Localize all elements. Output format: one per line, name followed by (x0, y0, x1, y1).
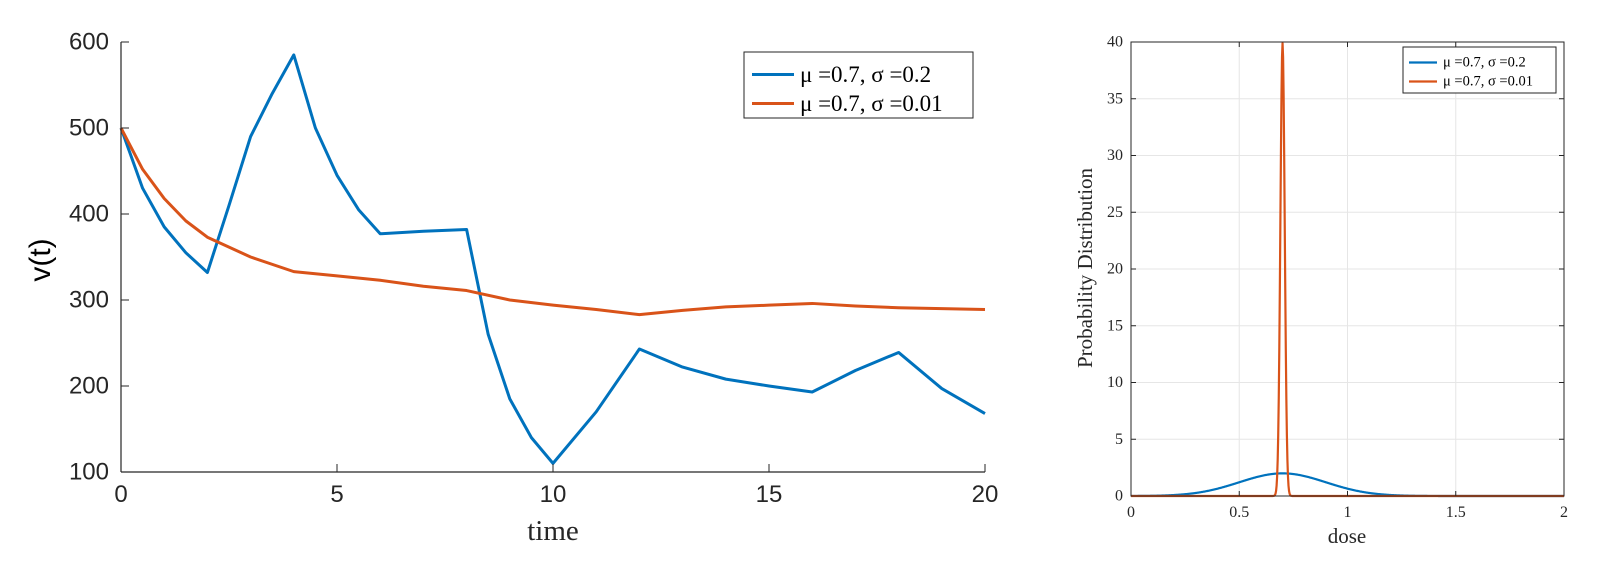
x-tick-label: 1.5 (1446, 504, 1466, 521)
y-tick-label: 35 (1107, 90, 1123, 107)
x-tick-label: 0 (114, 481, 127, 508)
right-x-axis-label: dose (1328, 524, 1367, 548)
x-tick-label: 1 (1344, 504, 1352, 521)
y-tick-label: 0 (1115, 488, 1123, 505)
y-tick-label: 300 (69, 287, 109, 314)
y-tick-label: 15 (1107, 317, 1123, 334)
y-tick-label: 10 (1107, 374, 1123, 391)
right-grid (1130, 41, 1565, 497)
left-x-axis-label: time (527, 515, 579, 547)
y-tick-label: 600 (69, 29, 109, 56)
y-tick-label: 40 (1107, 34, 1123, 51)
x-tick-label: 20 (972, 481, 999, 508)
legend-box (743, 51, 974, 119)
right-y-axis-label: Probability Distribution (1073, 167, 1097, 368)
x-tick-label: 2 (1560, 504, 1568, 521)
legend-label-1: μ =0.7, σ =0.2 (800, 62, 931, 87)
series-line-1 (119, 53, 986, 465)
left-legend: μ =0.7, σ =0.2 μ =0.7, σ =0.01 (743, 51, 974, 119)
left-series-group (119, 53, 986, 465)
legend-label-1: μ =0.7, σ =0.2 (1443, 55, 1526, 71)
x-tick-label: 0 (1127, 504, 1135, 521)
right-legend: μ =0.7, σ =0.2 μ =0.7, σ =0.01 (1402, 46, 1557, 94)
series-line-2 (119, 127, 986, 317)
left-line-chart: 0 5 10 15 20 100 200 300 400 500 600 time v(t) μ =… (24, 29, 998, 548)
y-tick-label: 5 (1115, 431, 1123, 448)
left-y-axis-label: v(t) (24, 238, 57, 281)
y-tick-label: 20 (1107, 261, 1123, 278)
x-tick-label: 10 (540, 481, 567, 508)
y-tick-label: 200 (69, 373, 109, 400)
legend-label-2: μ =0.7, σ =0.01 (800, 91, 943, 116)
y-tick-label: 25 (1107, 204, 1123, 221)
y-tick-label: 400 (69, 201, 109, 228)
left-tick-labels: 0 5 10 15 20 100 200 300 400 500 600 (69, 29, 998, 509)
x-tick-label: 0.5 (1229, 504, 1249, 521)
y-tick-label: 100 (69, 459, 109, 486)
legend-label-2: μ =0.7, σ =0.01 (1443, 74, 1533, 90)
x-tick-label: 5 (330, 481, 343, 508)
x-tick-label: 15 (756, 481, 783, 508)
legend-box (1402, 46, 1557, 94)
y-tick-label: 500 (69, 115, 109, 142)
y-tick-label: 30 (1107, 147, 1123, 164)
